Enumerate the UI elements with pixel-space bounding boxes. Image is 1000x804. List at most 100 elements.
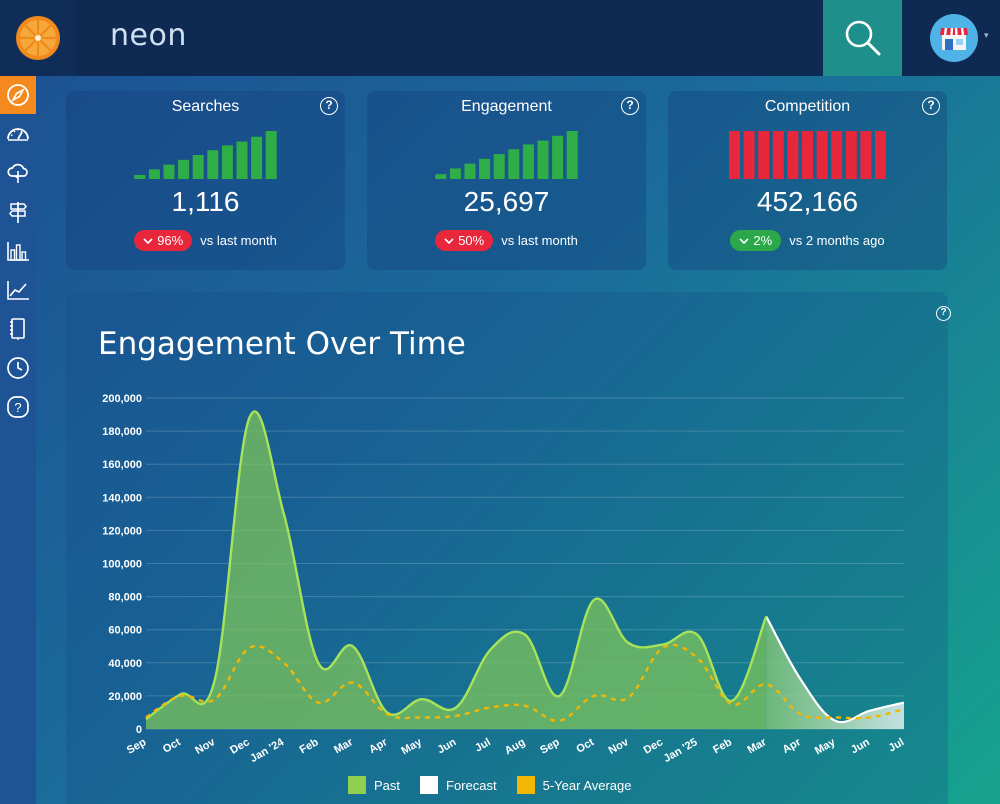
x-tick-label: Sep — [538, 736, 562, 757]
logo[interactable] — [0, 0, 76, 76]
sidebar-item-line-chart[interactable] — [0, 271, 36, 309]
change-badge: 96% — [134, 230, 193, 251]
sidebar-item-cloud[interactable] — [0, 154, 36, 192]
legend-item-avg[interactable]: 5-Year Average — [516, 776, 632, 794]
kpi-bar — [787, 131, 799, 179]
sidebar-item-notebook[interactable] — [0, 310, 36, 348]
kpi-bar — [566, 131, 578, 179]
y-tick-label: 0 — [136, 724, 142, 736]
kpi-bar — [134, 175, 146, 179]
y-tick-label: 160,000 — [102, 459, 142, 471]
series-area-past — [146, 411, 767, 729]
x-tick-label: Apr — [367, 736, 390, 756]
change-value: 50% — [458, 233, 485, 248]
sidebar-item-signpost[interactable] — [0, 193, 36, 231]
cloud-icon — [7, 163, 28, 183]
kpi-bar — [148, 169, 160, 179]
x-tick-label: Jun — [849, 736, 872, 756]
x-tick-label: Mar — [746, 736, 770, 757]
legend-swatch — [348, 776, 366, 794]
sidebar: ? — [0, 76, 36, 804]
kpi-bar — [493, 154, 505, 179]
chart-title: Engagement Over Time — [98, 326, 466, 362]
search-icon — [845, 20, 880, 56]
kpi-bar — [449, 168, 461, 179]
y-tick-label: 60,000 — [108, 625, 142, 637]
kpi-bar — [552, 135, 564, 179]
x-tick-label: May — [813, 736, 838, 758]
sidebar-item-explore[interactable] — [0, 76, 36, 114]
x-tick-label: Sep — [125, 736, 149, 757]
legend-label: 5-Year Average — [542, 777, 632, 793]
legend-item-forecast[interactable]: Forecast — [420, 776, 497, 794]
kpi-bar — [163, 164, 175, 179]
kpi-bar — [729, 131, 740, 179]
kpi-card-searches: Searches ? 1,116 96% vs last month — [66, 91, 345, 270]
svg-text:?: ? — [14, 400, 21, 415]
bar-chart-icon — [7, 242, 29, 261]
notebook-icon — [10, 318, 25, 340]
y-tick-label: 40,000 — [108, 658, 142, 670]
change-value: 96% — [157, 233, 184, 248]
x-tick-label: Oct — [161, 736, 183, 756]
chevron-down-icon[interactable]: ▾ — [984, 30, 989, 40]
clock-icon — [7, 357, 29, 379]
x-tick-label: Aug — [503, 736, 528, 757]
y-tick-label: 180,000 — [102, 426, 142, 438]
change-badge: 50% — [435, 230, 494, 251]
sidebar-item-dashboard[interactable] — [0, 115, 36, 153]
kpi-bar — [875, 131, 886, 179]
kpi-bar — [522, 144, 534, 179]
kpi-value: 1,116 — [171, 186, 240, 217]
x-tick-label: Feb — [711, 736, 734, 756]
y-tick-label: 80,000 — [108, 592, 142, 604]
kpi-sparkbars — [134, 131, 277, 179]
x-tick-label: Jan '25 — [662, 736, 700, 765]
kpi-card-competition: Competition ? 452,166 2% vs 2 months ago — [668, 91, 947, 270]
y-tick-label: 140,000 — [102, 492, 142, 504]
help-icon[interactable]: ? — [621, 97, 639, 115]
x-tick-label: Jul — [473, 736, 493, 754]
y-tick-label: 100,000 — [102, 559, 142, 571]
help-icon: ? — [7, 396, 29, 418]
sidebar-item-help[interactable]: ? — [0, 388, 36, 426]
sidebar-item-history[interactable] — [0, 349, 36, 387]
kpi-title: Engagement — [461, 98, 552, 115]
kpi-bar — [207, 150, 219, 179]
help-icon[interactable]: ? — [320, 97, 338, 115]
kpi-bar — [831, 131, 843, 179]
kpi-bar — [802, 131, 813, 179]
chevron-down-icon — [739, 237, 749, 244]
kpi-bar — [479, 158, 491, 179]
kpi-bar — [758, 131, 770, 179]
x-tick-label: Feb — [298, 736, 321, 756]
help-icon[interactable]: ? — [936, 306, 951, 321]
chevron-down-icon — [143, 237, 153, 244]
kpi-bar — [192, 155, 204, 179]
sidebar-item-bar-chart[interactable] — [0, 232, 36, 270]
kpi-bar — [464, 163, 476, 179]
change-value: 2% — [753, 233, 773, 248]
help-icon[interactable]: ? — [922, 97, 940, 115]
avatar[interactable] — [930, 14, 978, 62]
search-button[interactable] — [823, 0, 902, 76]
store-icon — [940, 27, 968, 50]
legend-label: Forecast — [446, 777, 497, 793]
legend-label: Past — [374, 777, 401, 793]
kpi-title: Competition — [764, 98, 851, 115]
kpi-bar — [508, 149, 520, 179]
legend-item-past[interactable]: Past — [348, 776, 400, 794]
chart-legend: Past Forecast 5-Year Average — [348, 776, 632, 794]
compass-icon — [7, 84, 29, 106]
x-tick-label: Jul — [887, 736, 907, 754]
line-chart-icon — [7, 281, 29, 300]
legend-swatch — [420, 776, 439, 794]
kpi-bar — [772, 131, 784, 179]
kpi-bar — [435, 174, 447, 179]
kpi-sparkbars — [729, 131, 886, 179]
y-tick-label: 20,000 — [108, 691, 142, 703]
kpi-card-engagement: Engagement ? 25,697 50% vs last month — [367, 91, 646, 270]
series-line-5-year-average — [145, 643, 905, 722]
orange-slice-icon — [16, 16, 60, 60]
series-line-past — [145, 410, 768, 721]
